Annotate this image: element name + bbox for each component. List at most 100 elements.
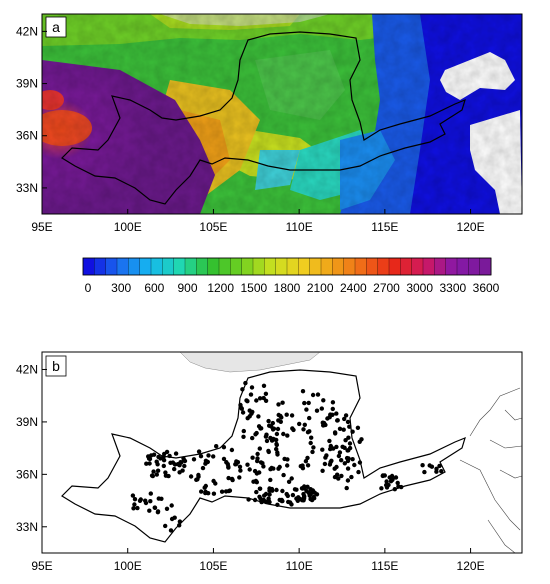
station-point	[337, 426, 343, 431]
station-point	[274, 487, 279, 493]
station-point	[422, 469, 427, 475]
station-point	[305, 455, 310, 461]
station-point	[237, 475, 242, 480]
station-point	[131, 506, 136, 511]
colorbar-swatch	[128, 257, 141, 276]
station-point	[347, 445, 353, 451]
colorbar-swatch	[366, 257, 379, 276]
station-point	[347, 441, 353, 446]
station-point	[386, 482, 391, 488]
station-point	[278, 419, 283, 424]
station-point	[155, 510, 161, 515]
station-point	[291, 427, 296, 433]
station-point	[300, 389, 306, 394]
lat-tick-label: 36N	[16, 129, 38, 143]
station-point	[149, 473, 155, 478]
station-point	[339, 458, 344, 463]
colorbar-swatch	[479, 257, 492, 276]
station-point	[169, 503, 174, 508]
station-point	[158, 456, 163, 461]
station-point	[226, 475, 231, 481]
station-point	[337, 450, 343, 455]
station-point	[356, 469, 361, 475]
station-point	[332, 430, 338, 435]
station-point	[312, 490, 317, 495]
station-point	[238, 468, 243, 473]
station-point	[270, 420, 275, 426]
station-point	[206, 491, 211, 496]
lon-tick-label: 115E	[371, 220, 398, 234]
station-point	[249, 385, 255, 390]
station-point	[148, 491, 153, 496]
station-point	[221, 445, 227, 450]
station-point	[245, 416, 250, 421]
station-point	[182, 463, 187, 469]
station-point	[309, 435, 314, 440]
station-point	[309, 491, 314, 496]
station-point	[256, 414, 261, 419]
station-point	[277, 464, 282, 470]
station-point	[274, 446, 279, 452]
station-point	[278, 413, 283, 419]
station-point	[393, 475, 399, 480]
station-point	[380, 473, 385, 479]
station-point	[310, 392, 316, 398]
colorbar-swatch	[173, 257, 186, 276]
station-point	[345, 466, 351, 471]
station-point	[334, 411, 339, 416]
colorbar-swatch	[320, 257, 333, 276]
station-point	[345, 458, 351, 464]
lon-tick-label: 95E	[31, 220, 52, 234]
station-point	[254, 430, 259, 436]
panel-b-frame	[41, 351, 523, 554]
station-point	[211, 491, 217, 496]
colorbar-swatch	[82, 257, 95, 276]
colorbar-swatch	[116, 257, 129, 276]
colorbar-swatches	[82, 257, 492, 276]
colorbar-label: 1200	[207, 281, 234, 295]
station-point	[439, 469, 444, 474]
station-point	[263, 398, 269, 403]
station-point	[268, 477, 273, 483]
station-point	[271, 436, 276, 442]
panel-a: a 95E 100E 105E 110E 115E 120E 42N 39N 36N 33N	[16, 13, 523, 234]
station-point	[198, 454, 204, 459]
station-point	[379, 486, 384, 491]
station-point	[284, 412, 289, 417]
station-point	[315, 392, 321, 397]
colorbar-swatch	[218, 257, 231, 276]
colorbar-swatch	[286, 257, 299, 276]
station-point	[429, 464, 435, 469]
colorbar-swatch	[241, 257, 254, 276]
station-point	[161, 463, 166, 469]
lon-tick-label: 110E	[286, 220, 313, 234]
station-point	[309, 497, 315, 503]
station-point	[308, 440, 313, 446]
station-point	[314, 408, 320, 413]
station-point	[290, 492, 296, 498]
colorbar-swatch	[230, 257, 243, 276]
station-point	[255, 451, 260, 457]
station-point	[177, 519, 183, 524]
station-point	[155, 462, 160, 467]
station-point	[266, 418, 271, 424]
panel-b-label-box	[45, 355, 67, 377]
station-point	[257, 486, 263, 491]
station-point	[266, 448, 271, 454]
station-point	[275, 502, 280, 507]
station-point	[350, 429, 355, 434]
station-point	[250, 455, 255, 460]
station-point	[161, 458, 167, 463]
colorbar-swatch	[105, 257, 118, 276]
panel-a-frame	[41, 13, 523, 215]
station-point	[299, 486, 305, 491]
station-point	[357, 460, 363, 465]
colorbar: 0 300 600 900 1200 1500 1800 2100 2400 2700 3000 33…	[82, 257, 500, 295]
station-point	[327, 438, 332, 444]
station-point	[241, 428, 246, 434]
station-point	[247, 408, 252, 413]
station-point	[177, 463, 182, 468]
colorbar-label: 2400	[340, 281, 367, 295]
station-point	[384, 479, 389, 484]
station-point	[155, 468, 161, 473]
